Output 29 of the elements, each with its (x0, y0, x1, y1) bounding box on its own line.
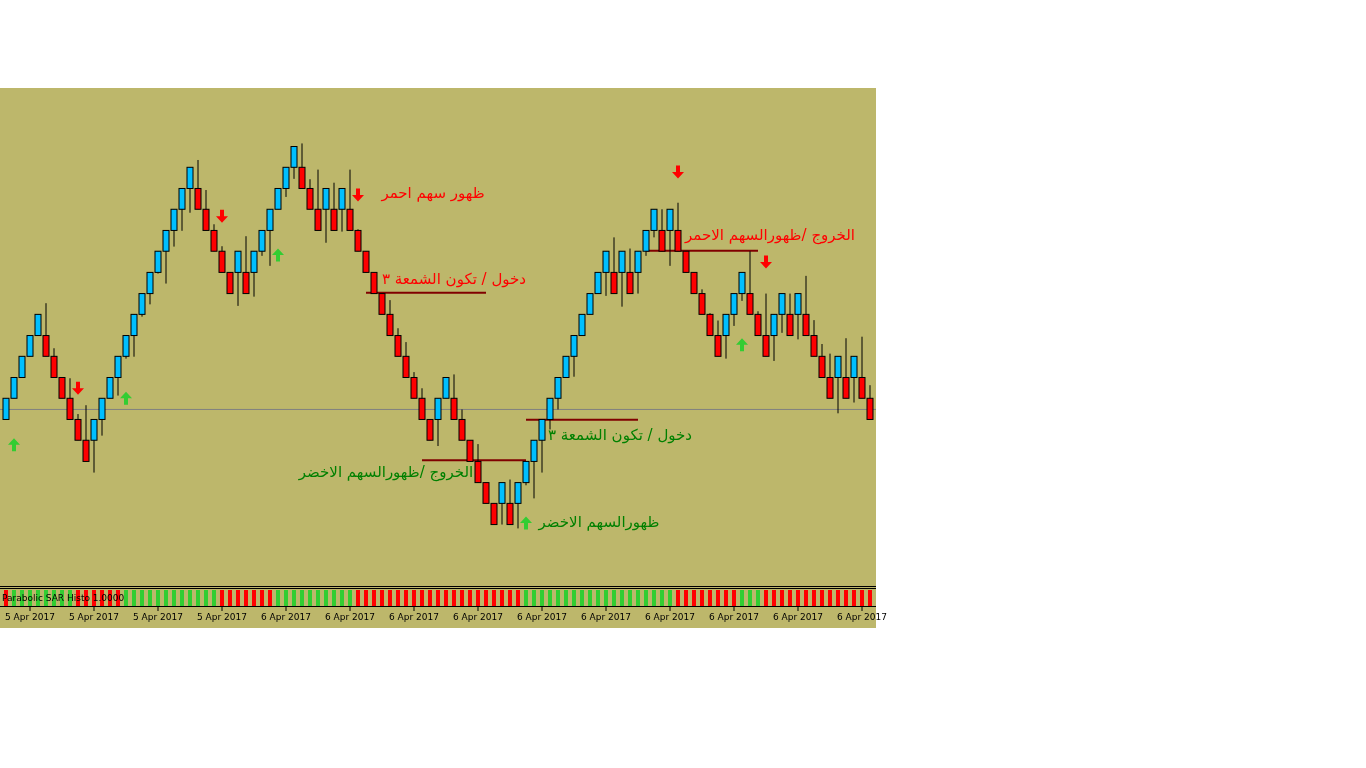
point (760, 255, 772, 269)
point (352, 188, 364, 202)
point (72, 381, 84, 395)
point (672, 165, 684, 179)
annotation: ظهورالسهم الاخضر (537, 513, 660, 531)
point (520, 516, 532, 530)
point (120, 391, 132, 405)
x-tick-label: 6 Apr 2017 (773, 612, 823, 622)
point (8, 438, 20, 452)
annotation: الخروج /ظهورالسهم الاحمر (683, 226, 856, 245)
point (736, 338, 748, 352)
point (216, 209, 228, 223)
x-tick-label: 6 Apr 2017 (261, 612, 311, 622)
point (272, 248, 284, 262)
annotation: دخول / تكون الشمعة ٣ (547, 426, 693, 444)
x-tick-label: 5 Apr 2017 (69, 612, 119, 622)
x-tick-label: 6 Apr 2017 (517, 612, 567, 622)
x-tick-label: 6 Apr 2017 (325, 612, 375, 622)
x-tick-label: 6 Apr 2017 (453, 612, 503, 622)
x-tick-label: 5 Apr 2017 (197, 612, 247, 622)
x-tick-label: 5 Apr 2017 (133, 612, 183, 622)
x-tick-label: 6 Apr 2017 (709, 612, 759, 622)
annotation: الخروج /ظهورالسهم الاخضر (297, 463, 474, 482)
x-tick-label: 5 Apr 2017 (5, 612, 55, 622)
annotation: ظهور سهم احمر (380, 184, 485, 202)
annotation: دخول / تكون الشمعة ٣ (381, 270, 527, 288)
x-tick-label: 6 Apr 2017 (645, 612, 695, 622)
x-tick-label: 6 Apr 2017 (581, 612, 631, 622)
x-tick-label: 6 Apr 2017 (389, 612, 439, 622)
